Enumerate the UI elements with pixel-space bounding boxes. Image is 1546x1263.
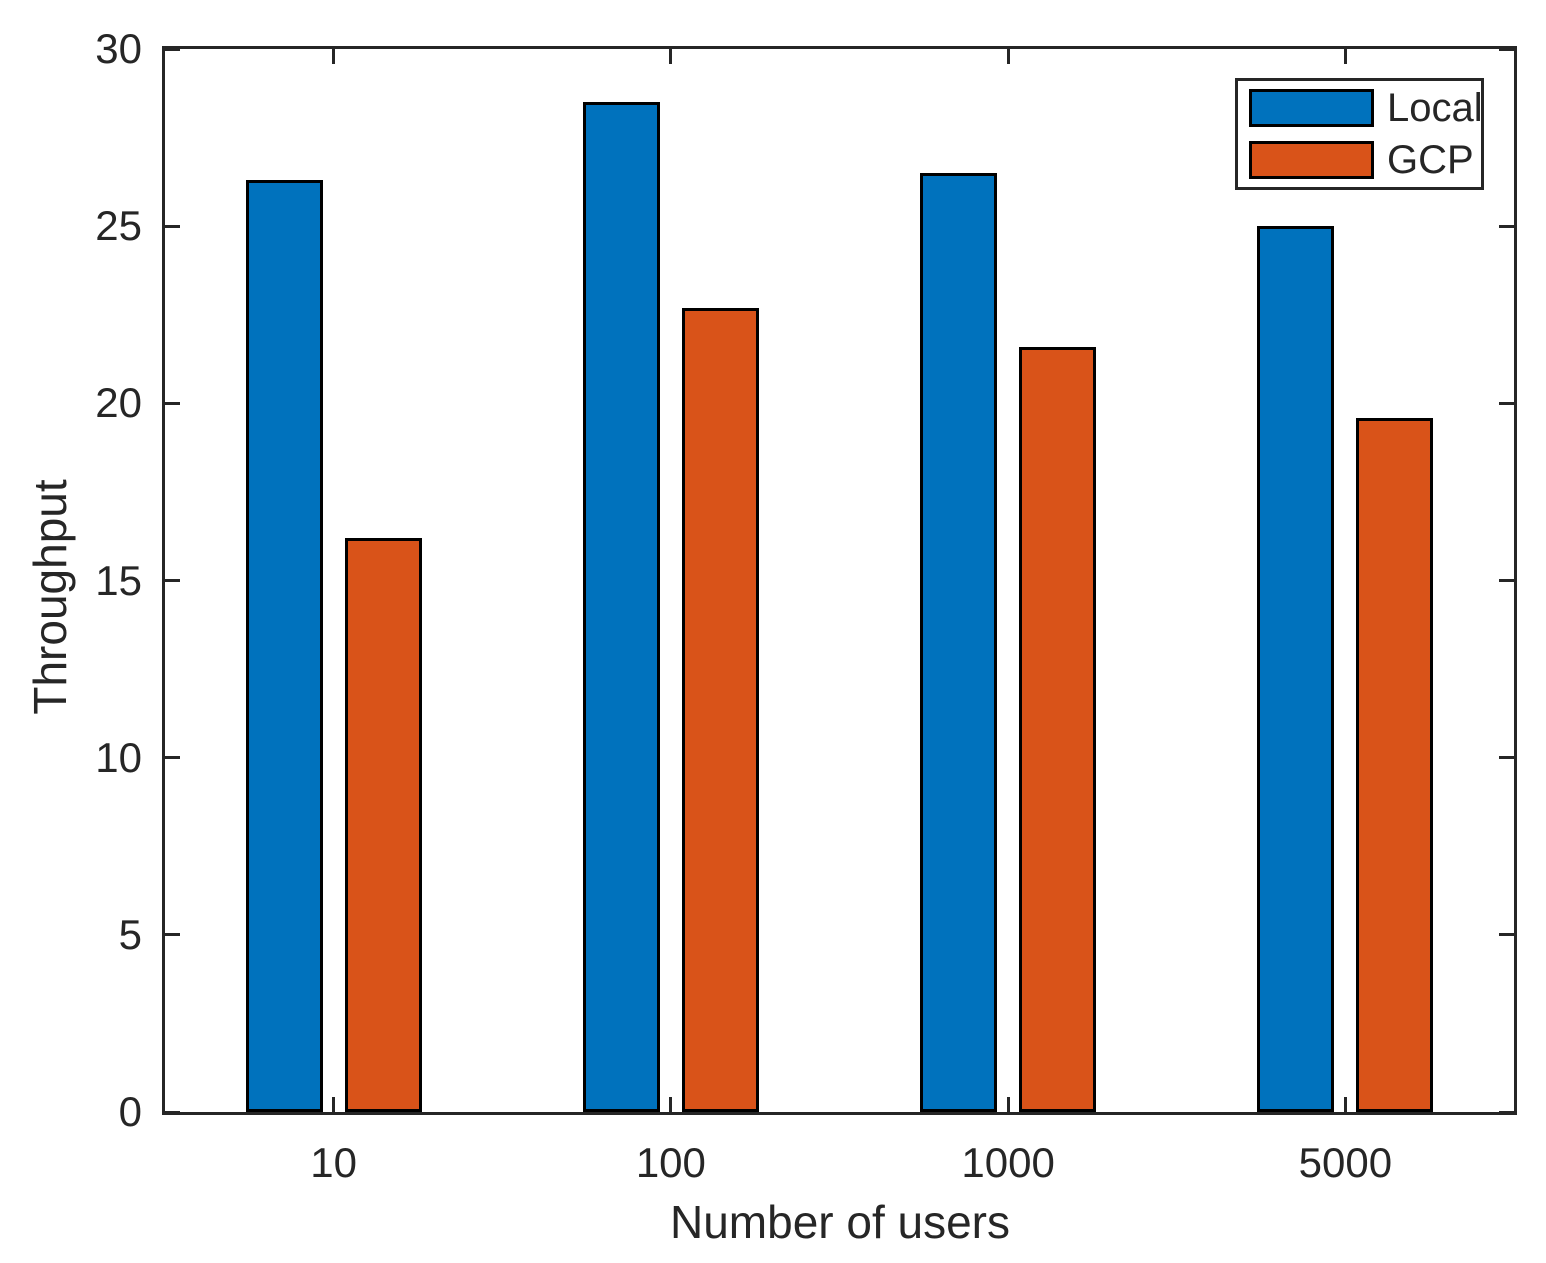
- legend-item-local: Local: [1249, 86, 1483, 130]
- x-axis-label: Number of users: [669, 1196, 1010, 1248]
- x-tick-label: 1000: [961, 1139, 1055, 1186]
- legend-swatch-local: [1249, 89, 1374, 127]
- x-tick-mark-bottom: [1343, 1097, 1347, 1112]
- x-tick-mark-top: [669, 49, 673, 64]
- legend-label-local: Local: [1387, 86, 1483, 130]
- y-tick-mark-right: [1499, 579, 1514, 582]
- y-tick-label: 25: [95, 202, 142, 250]
- bar-local-100: [582, 102, 660, 1112]
- x-tick-mark-bottom: [332, 1097, 336, 1112]
- x-tick-mark-top: [1006, 49, 1010, 64]
- x-tick-label: 10: [310, 1139, 357, 1186]
- y-tick-label: 20: [95, 379, 142, 427]
- y-tick-label: 30: [95, 25, 142, 72]
- x-tick-label: 100: [635, 1139, 706, 1186]
- bar-local-10: [245, 180, 323, 1112]
- y-tick-mark-left: [165, 224, 180, 228]
- bar-local-5000: [1257, 226, 1335, 1112]
- legend-label-gcp: GCP: [1387, 138, 1474, 182]
- y-tick-mark-left: [165, 579, 180, 582]
- y-tick-mark-left: [165, 1110, 180, 1114]
- x-tick-label: 5000: [1298, 1139, 1393, 1186]
- y-tick-mark-right: [1499, 401, 1514, 405]
- y-tick-label: 15: [95, 556, 142, 604]
- bar-gcp-100: [681, 307, 759, 1112]
- y-tick-mark-right: [1499, 47, 1514, 51]
- x-tick-mark-bottom: [669, 1097, 673, 1112]
- bar-gcp-5000: [1356, 417, 1434, 1112]
- plot-area: [162, 46, 1517, 1115]
- x-tick-mark-top: [332, 49, 336, 64]
- y-tick-mark-left: [165, 47, 180, 51]
- y-tick-mark-right: [1499, 756, 1514, 760]
- legend: Local GCP: [1235, 78, 1484, 190]
- y-tick-mark-right: [1499, 224, 1514, 228]
- bar-gcp-10: [344, 537, 422, 1112]
- y-tick-mark-left: [165, 756, 180, 760]
- y-tick-label: 5: [118, 910, 142, 958]
- bar-gcp-1000: [1019, 346, 1097, 1112]
- x-tick-mark-top: [1343, 49, 1347, 64]
- y-tick-mark-right: [1499, 933, 1514, 937]
- legend-swatch-gcp: [1249, 141, 1374, 179]
- y-tick-mark-left: [165, 401, 180, 405]
- y-tick-label: 10: [95, 733, 142, 781]
- x-tick-mark-bottom: [1006, 1097, 1010, 1112]
- y-tick-mark-right: [1499, 1110, 1514, 1114]
- bar-local-1000: [920, 173, 998, 1112]
- legend-item-gcp: GCP: [1249, 140, 1481, 180]
- y-tick-mark-left: [165, 933, 180, 937]
- y-tick-label: 0: [118, 1088, 142, 1135]
